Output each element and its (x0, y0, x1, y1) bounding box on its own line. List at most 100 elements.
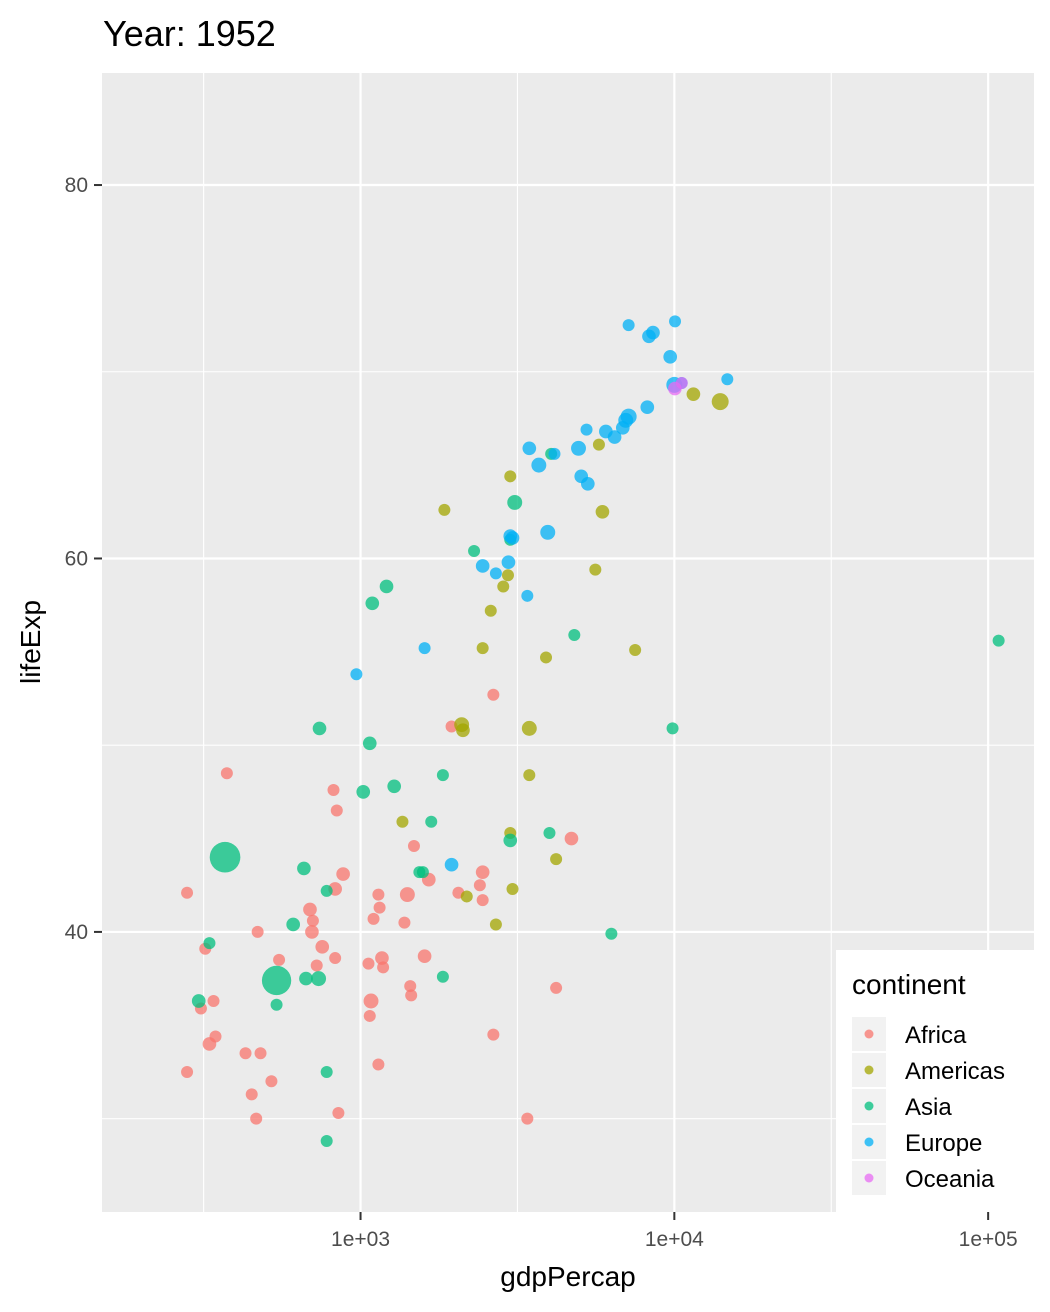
point-africa (521, 1112, 534, 1125)
point-africa (473, 879, 486, 892)
legend-key-oceania (864, 1173, 874, 1183)
major-gridlines (102, 73, 1034, 1212)
point-americas (523, 769, 536, 782)
point-asia (379, 579, 394, 594)
point-europe (505, 531, 520, 545)
point-africa (487, 688, 500, 701)
y-tick-label: 60 (65, 547, 88, 570)
point-europe (350, 668, 363, 681)
point-asia (387, 779, 402, 794)
data-points (181, 315, 1005, 1148)
point-americas (592, 438, 605, 451)
point-africa (367, 912, 380, 925)
point-europe (607, 430, 622, 444)
point-americas (540, 651, 553, 664)
legend-items: Africa Americas Asia Europe Oceania (852, 1017, 1005, 1195)
point-africa (363, 993, 379, 1009)
point-oceania (675, 376, 688, 389)
point-asia (356, 785, 371, 799)
point-europe (580, 423, 593, 436)
x-tick-label: 1e+04 (645, 1228, 704, 1251)
y-axis-title: lifeExp (15, 600, 46, 684)
y-axis: 40 60 80 (65, 174, 102, 944)
point-asia (416, 866, 429, 879)
point-americas (629, 643, 642, 656)
point-africa (363, 1009, 376, 1022)
point-africa (251, 925, 264, 938)
legend-label-europe: Europe (905, 1130, 982, 1157)
point-asia (209, 841, 241, 873)
point-asia (311, 971, 327, 987)
point-africa (305, 925, 319, 939)
legend-key-asia (864, 1101, 874, 1111)
point-africa (404, 980, 417, 993)
point-africa (399, 887, 415, 903)
point-americas (396, 815, 409, 828)
point-asia (362, 736, 377, 751)
x-tick-label: 1e+03 (331, 1228, 390, 1251)
point-africa (373, 901, 386, 914)
point-africa (475, 865, 490, 879)
point-africa (254, 1047, 267, 1060)
point-asia (270, 998, 283, 1011)
point-americas (501, 569, 514, 582)
point-asia (191, 994, 206, 1008)
point-europe (571, 440, 586, 456)
point-europe (522, 441, 537, 456)
legend-label-africa: Africa (905, 1022, 967, 1049)
point-americas (460, 890, 473, 903)
x-tick-label: 1e+05 (959, 1228, 1018, 1251)
chart-title: Year: 1952 (103, 13, 276, 54)
point-europe (622, 319, 635, 332)
point-asia (365, 596, 380, 611)
point-europe (640, 400, 655, 415)
point-asia (605, 927, 618, 940)
point-americas (521, 720, 537, 736)
point-asia (468, 545, 481, 558)
point-africa (310, 959, 323, 972)
point-africa (306, 914, 319, 927)
legend-key-americas (864, 1065, 874, 1075)
point-africa (181, 1065, 194, 1078)
point-africa (265, 1075, 278, 1088)
point-africa (407, 840, 420, 853)
point-europe (646, 325, 660, 340)
y-tick-label: 80 (65, 174, 88, 197)
point-europe (663, 349, 678, 364)
point-africa (405, 989, 418, 1002)
point-asia (425, 815, 438, 828)
point-africa (329, 952, 342, 965)
point-americas (497, 580, 510, 593)
point-africa (336, 867, 350, 881)
legend-title: continent (852, 969, 966, 1000)
point-africa (372, 888, 385, 901)
point-africa (327, 784, 340, 797)
point-europe (548, 447, 561, 460)
point-europe (721, 373, 734, 386)
legend-label-americas: Americas (905, 1058, 1005, 1085)
point-asia (320, 884, 333, 897)
point-africa (181, 886, 194, 899)
point-asia (203, 937, 216, 950)
point-asia (992, 634, 1005, 647)
point-europe (521, 589, 534, 602)
point-americas (476, 642, 489, 655)
legend-key-europe (864, 1137, 874, 1147)
point-europe (501, 555, 516, 570)
point-asia (507, 494, 523, 510)
point-americas (489, 918, 502, 931)
point-europe (475, 559, 490, 573)
point-asia (666, 722, 679, 735)
point-africa (487, 1028, 500, 1041)
point-americas (484, 604, 497, 617)
point-asia (297, 861, 311, 876)
point-asia (320, 1065, 333, 1078)
point-africa (377, 961, 390, 974)
point-africa (398, 916, 411, 929)
x-axis-title: gdpPercap (500, 1261, 635, 1292)
point-africa (273, 953, 286, 966)
y-tick-label: 40 (65, 921, 88, 944)
point-europe (620, 408, 637, 425)
point-asia (312, 721, 327, 736)
legend: continent Africa Americas Asia Europe Oceani… (836, 950, 1034, 1212)
